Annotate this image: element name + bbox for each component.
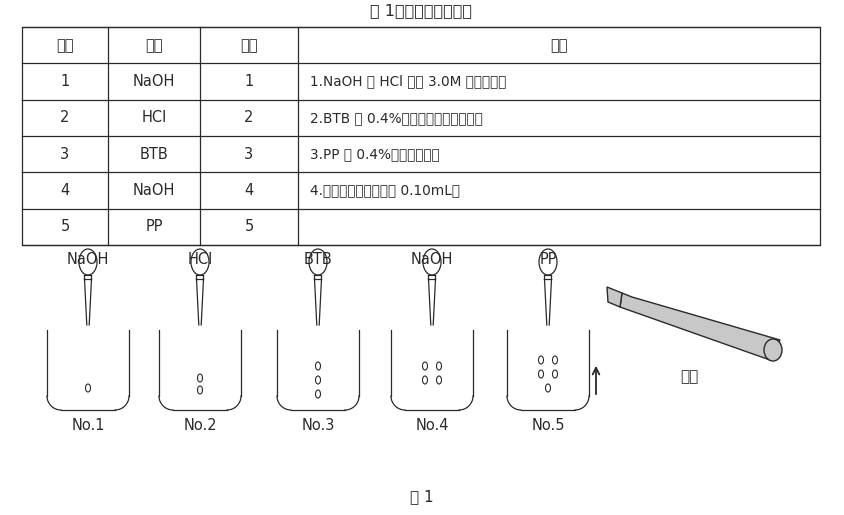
- Text: PP: PP: [145, 219, 163, 234]
- Text: 4: 4: [244, 183, 253, 198]
- Text: 備註: 備註: [549, 38, 567, 53]
- Polygon shape: [606, 287, 621, 307]
- Text: 杯號: 杯號: [57, 38, 73, 53]
- Text: NaOH: NaOH: [410, 252, 452, 267]
- Text: No.2: No.2: [183, 418, 217, 433]
- Ellipse shape: [763, 339, 781, 361]
- Text: No.5: No.5: [531, 418, 564, 433]
- Text: BTB: BTB: [139, 147, 168, 162]
- Text: PP: PP: [538, 252, 556, 267]
- Text: 1: 1: [244, 74, 253, 89]
- Text: No.3: No.3: [301, 418, 334, 433]
- Text: NaOH: NaOH: [67, 252, 109, 267]
- Text: NaOH: NaOH: [133, 74, 175, 89]
- Text: 試劑: 試劑: [145, 38, 163, 53]
- Text: 2: 2: [60, 110, 69, 125]
- Text: 5: 5: [60, 219, 69, 234]
- Text: NaOH: NaOH: [133, 183, 175, 198]
- Text: 4: 4: [60, 183, 69, 198]
- Text: 圖 1: 圖 1: [409, 489, 433, 505]
- Text: 1: 1: [60, 74, 69, 89]
- Text: 滴數: 滴數: [240, 38, 257, 53]
- Text: 表 1、各杯溶液的配備: 表 1、各杯溶液的配備: [370, 4, 472, 19]
- Text: 2.BTB 是 0.4%的溴瑞香草酚藍溶液。: 2.BTB 是 0.4%的溴瑞香草酚藍溶液。: [310, 111, 482, 125]
- Text: 純水: 純水: [679, 369, 697, 385]
- Text: 4.每滴體積相等，均為 0.10mL。: 4.每滴體積相等，均為 0.10mL。: [310, 183, 459, 197]
- Text: HCl: HCl: [141, 110, 166, 125]
- Text: 3: 3: [244, 147, 253, 162]
- Text: HCl: HCl: [187, 252, 213, 267]
- Text: 3.PP 是 0.4%的酚酞溶液。: 3.PP 是 0.4%的酚酞溶液。: [310, 147, 439, 161]
- Text: BTB: BTB: [303, 252, 332, 267]
- Text: 2: 2: [244, 110, 253, 125]
- Text: 3: 3: [61, 147, 69, 162]
- Text: 1.NaOH 與 HCl 均為 3.0M 的水溶液。: 1.NaOH 與 HCl 均為 3.0M 的水溶液。: [310, 75, 506, 89]
- Bar: [22, 27, 819, 245]
- Text: 5: 5: [244, 219, 253, 234]
- Text: No.1: No.1: [71, 418, 105, 433]
- Polygon shape: [619, 293, 779, 360]
- Text: No.4: No.4: [414, 418, 448, 433]
